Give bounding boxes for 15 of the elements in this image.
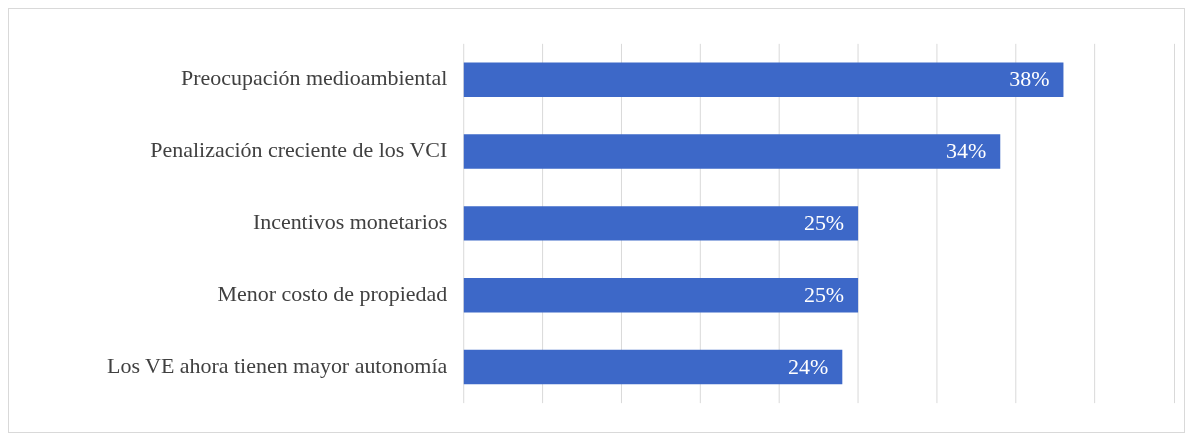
data-label: 34% bbox=[946, 138, 987, 164]
bar bbox=[463, 206, 859, 241]
data-label: 25% bbox=[803, 210, 845, 236]
y-tick-label: Los VE ahora tienen mayor autonomía bbox=[107, 352, 448, 378]
y-tick-label: Incentivos monetarios bbox=[252, 209, 448, 235]
y-tick-label: Preocupación medioambiental bbox=[181, 65, 448, 91]
data-label: 38% bbox=[1009, 66, 1050, 92]
data-label: 25% bbox=[803, 281, 845, 307]
data-label: 24% bbox=[788, 353, 829, 379]
y-tick-label: Menor costo de propiedad bbox=[217, 280, 448, 306]
bar bbox=[463, 134, 1001, 169]
bar bbox=[463, 62, 1064, 97]
bar bbox=[463, 349, 843, 385]
y-tick-label: Penalización creciente de los VCI bbox=[150, 137, 448, 163]
bar bbox=[463, 277, 859, 313]
